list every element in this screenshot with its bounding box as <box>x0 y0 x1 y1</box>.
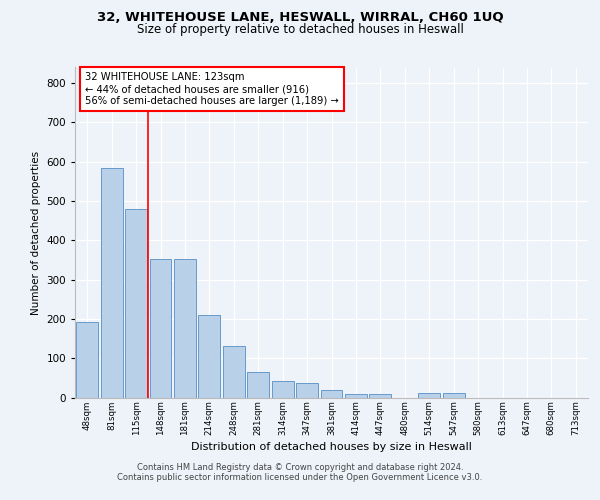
Text: 32 WHITEHOUSE LANE: 123sqm
← 44% of detached houses are smaller (916)
56% of sem: 32 WHITEHOUSE LANE: 123sqm ← 44% of deta… <box>85 72 339 106</box>
Bar <box>199 314 220 398</box>
Bar <box>76 322 98 398</box>
Bar <box>443 393 464 398</box>
Bar <box>125 209 147 398</box>
Bar <box>101 168 122 398</box>
Bar <box>174 259 196 398</box>
Bar <box>296 384 318 398</box>
Bar <box>223 346 245 398</box>
Bar <box>272 380 293 398</box>
X-axis label: Distribution of detached houses by size in Heswall: Distribution of detached houses by size … <box>191 442 472 452</box>
Text: Contains HM Land Registry data © Crown copyright and database right 2024.: Contains HM Land Registry data © Crown c… <box>137 462 463 471</box>
Y-axis label: Number of detached properties: Number of detached properties <box>31 150 41 314</box>
Bar <box>247 372 269 398</box>
Text: Contains public sector information licensed under the Open Government Licence v3: Contains public sector information licen… <box>118 472 482 482</box>
Bar <box>370 394 391 398</box>
Bar <box>345 394 367 398</box>
Bar <box>149 259 172 398</box>
Bar <box>418 393 440 398</box>
Text: Size of property relative to detached houses in Heswall: Size of property relative to detached ho… <box>137 22 463 36</box>
Bar <box>320 390 343 398</box>
Text: 32, WHITEHOUSE LANE, HESWALL, WIRRAL, CH60 1UQ: 32, WHITEHOUSE LANE, HESWALL, WIRRAL, CH… <box>97 11 503 24</box>
